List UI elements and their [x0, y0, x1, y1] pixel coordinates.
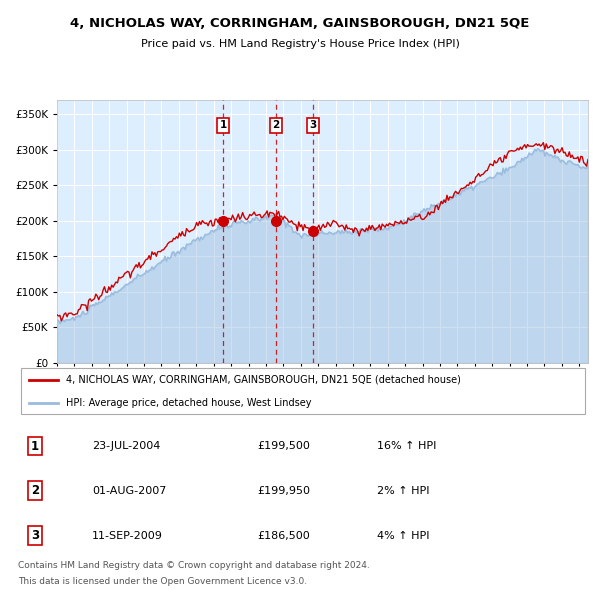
Text: 3: 3 — [309, 120, 316, 130]
Text: 4, NICHOLAS WAY, CORRINGHAM, GAINSBOROUGH, DN21 5QE (detached house): 4, NICHOLAS WAY, CORRINGHAM, GAINSBOROUG… — [67, 375, 461, 385]
Text: This data is licensed under the Open Government Licence v3.0.: This data is licensed under the Open Gov… — [18, 577, 307, 586]
FancyBboxPatch shape — [21, 368, 585, 414]
Text: 2: 2 — [272, 120, 280, 130]
Text: £199,950: £199,950 — [257, 486, 310, 496]
Text: 1: 1 — [31, 440, 39, 453]
Text: 16% ↑ HPI: 16% ↑ HPI — [377, 441, 436, 451]
Text: 3: 3 — [31, 529, 39, 542]
Text: 11-SEP-2009: 11-SEP-2009 — [92, 530, 163, 540]
Text: £186,500: £186,500 — [257, 530, 310, 540]
Text: Contains HM Land Registry data © Crown copyright and database right 2024.: Contains HM Land Registry data © Crown c… — [18, 561, 370, 570]
Text: £199,500: £199,500 — [257, 441, 310, 451]
Text: 4% ↑ HPI: 4% ↑ HPI — [377, 530, 430, 540]
Text: 2% ↑ HPI: 2% ↑ HPI — [377, 486, 430, 496]
Text: 1: 1 — [220, 120, 227, 130]
Text: 2: 2 — [31, 484, 39, 497]
Text: HPI: Average price, detached house, West Lindsey: HPI: Average price, detached house, West… — [67, 398, 312, 408]
Text: 01-AUG-2007: 01-AUG-2007 — [92, 486, 166, 496]
Text: 4, NICHOLAS WAY, CORRINGHAM, GAINSBOROUGH, DN21 5QE: 4, NICHOLAS WAY, CORRINGHAM, GAINSBOROUG… — [70, 17, 530, 30]
Text: Price paid vs. HM Land Registry's House Price Index (HPI): Price paid vs. HM Land Registry's House … — [140, 39, 460, 48]
Text: 23-JUL-2004: 23-JUL-2004 — [92, 441, 160, 451]
